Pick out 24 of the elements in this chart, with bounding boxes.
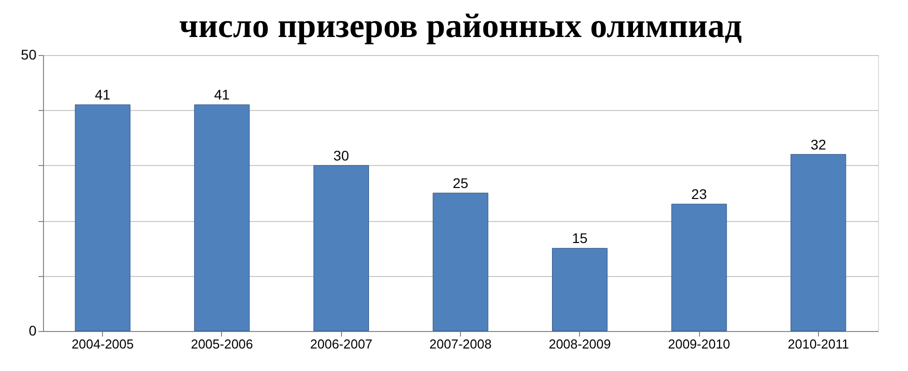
bar [552,248,608,332]
data-label: 41 [94,86,111,103]
data-label: 32 [810,136,826,152]
bar [74,104,130,332]
data-label: 23 [691,186,708,202]
bar [671,204,727,332]
x-tick-label: 2007-2008 [429,336,492,352]
y-tick-label: 50 [20,46,37,62]
x-tick-label: 2009-2010 [668,336,730,352]
bar [313,165,369,332]
x-tick-label: 2006-2007 [310,336,372,352]
y-tick-label: 0 [28,322,37,338]
x-tick-label: 2008-2009 [548,336,611,352]
x-tick-label: 2005-2006 [190,336,254,352]
bar [194,104,250,332]
data-label: 15 [572,230,588,246]
x-tick-label: 2010-2011 [788,336,849,352]
chart-title: число призеров районных олимпиад [179,8,742,45]
x-tick-label: 2004-2005 [72,336,134,352]
data-label: 30 [333,147,350,164]
data-label: 25 [452,175,468,191]
bar [432,192,488,332]
bar [790,154,846,332]
data-label: 41 [214,86,230,103]
